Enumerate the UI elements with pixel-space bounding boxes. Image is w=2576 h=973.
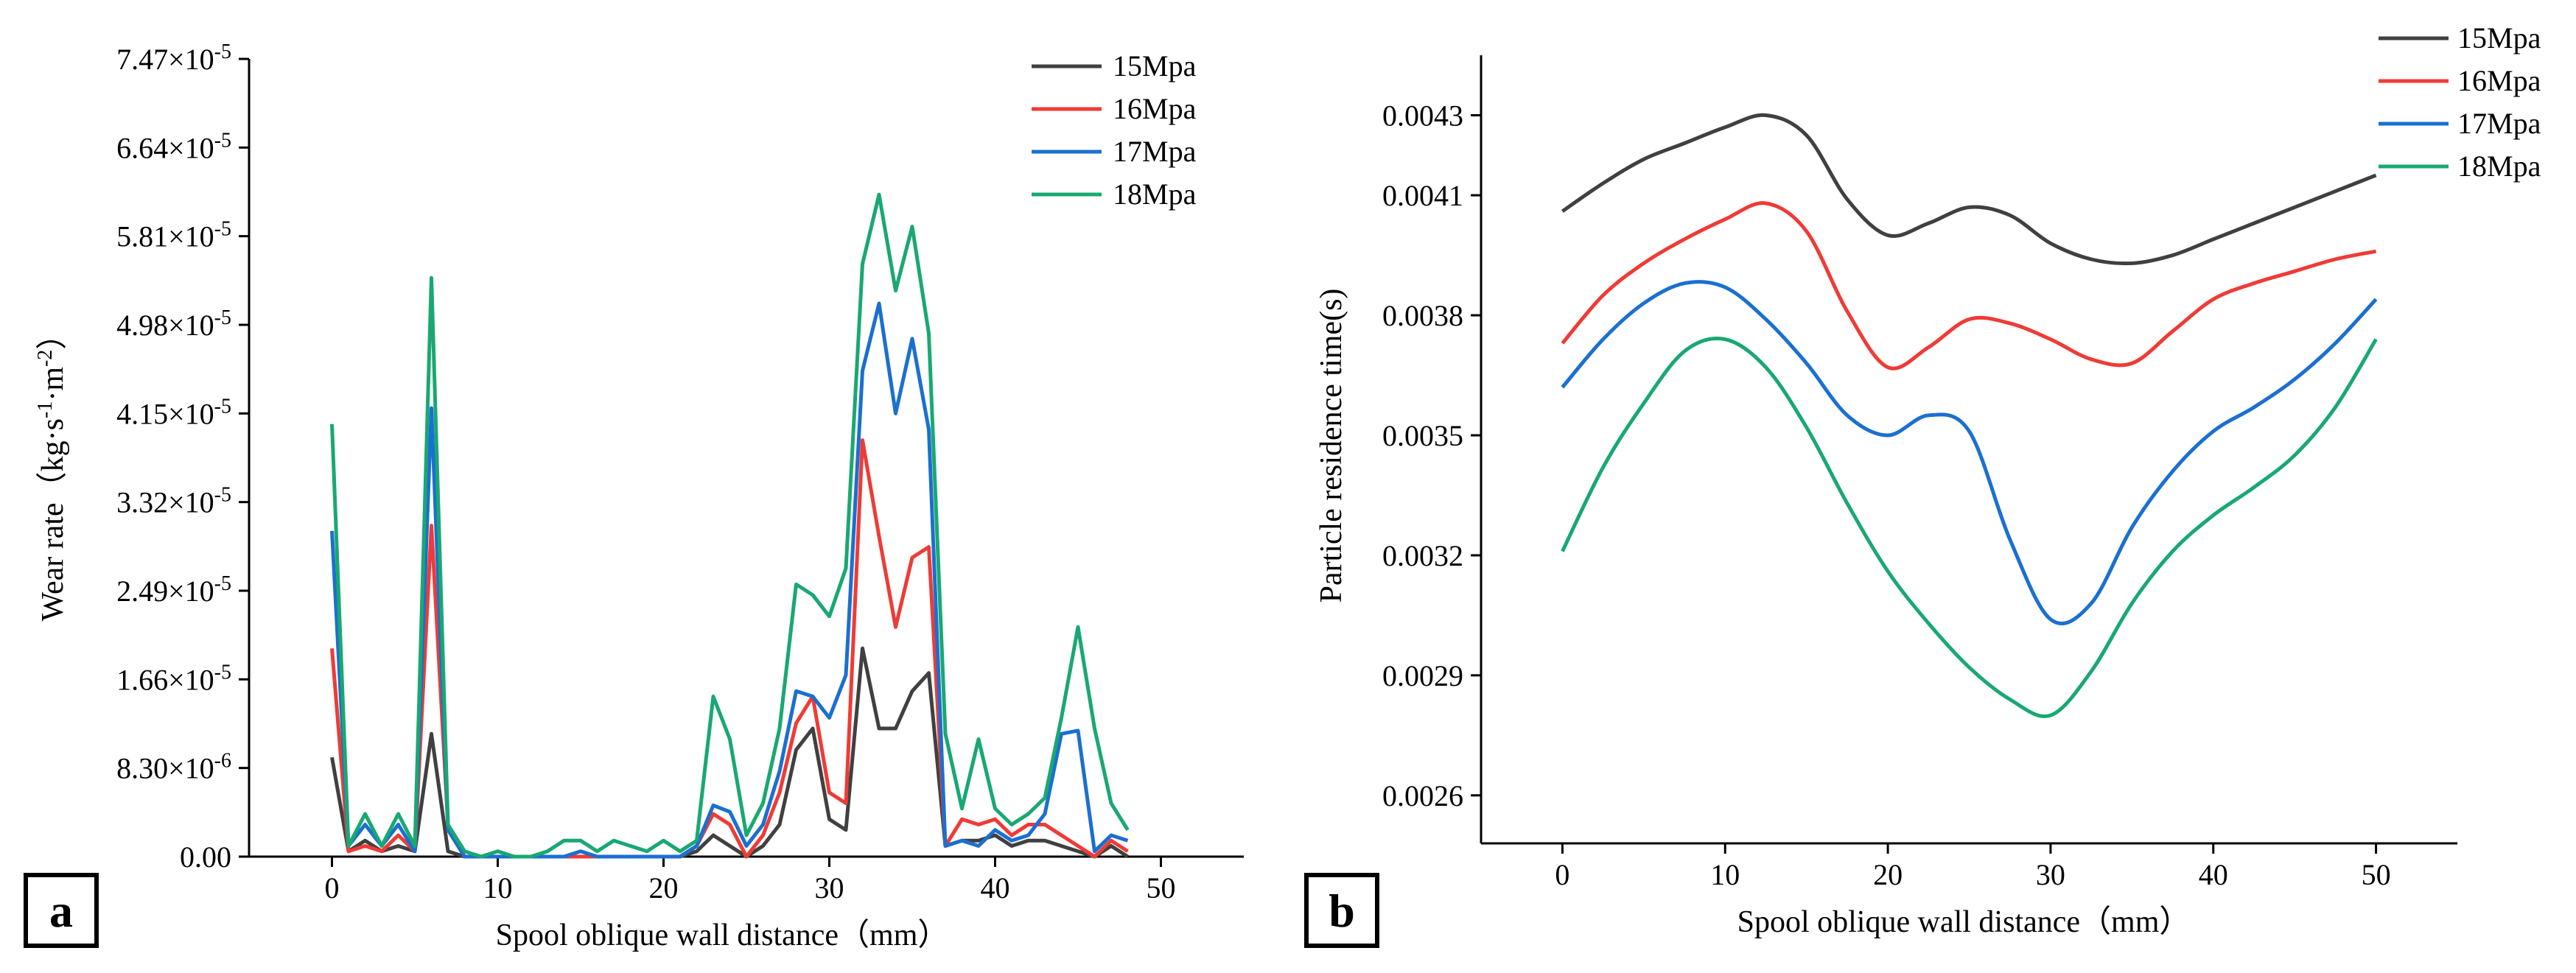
panel-a-y-tick-label: 4.15×10-5: [116, 395, 231, 431]
panel-b-legend-label: 18Mpa: [2457, 150, 2541, 183]
panel-a-x-tick-label: 0: [325, 871, 340, 904]
panel-a-y-tick-label: 2.49×10-5: [116, 572, 231, 608]
panel-a-series: [330, 192, 1130, 859]
panel-b-y-tick-label: 0.0029: [1382, 659, 1463, 692]
panel-b-series: [1561, 113, 2378, 718]
panel-a-x-tick-label: 40: [981, 871, 1010, 904]
panel-b-y-axis-label: Particle residence time(s): [1315, 289, 1348, 603]
panel-a-x-tick-label: 30: [815, 871, 844, 904]
panel-a-label-box: [24, 873, 99, 948]
panel-b-x-tick-label: 40: [2199, 858, 2228, 891]
panel-b-x-tick-label: 50: [2362, 858, 2391, 891]
panel-b-y-tick-label: 0.0043: [1382, 99, 1463, 132]
panel-b-y-tick-label: 0.0035: [1382, 419, 1463, 452]
panel-a-series-line-16mpa: [330, 438, 1129, 859]
panel-b-legend-label: 17Mpa: [2457, 107, 2541, 140]
panel-a-y-tick-label: 1.66×10-5: [116, 661, 231, 697]
panel-b-x-tick-label: 30: [2036, 858, 2065, 891]
panel-a-x-tick-label: 10: [483, 871, 513, 904]
panel-b-legend-label: 16Mpa: [2457, 64, 2541, 97]
panel-b-residence-time-chart: 0 10 20 30 40 50 0.0026 0.0029 0.0032 0.0035 0.003…: [1304, 21, 2541, 948]
panel-b-legend: 15Mpa 16Mpa 17Mpa 18Mpa: [2379, 21, 2541, 183]
panel-a-y-tick-label: 3.32×10-5: [116, 483, 231, 519]
panel-a-legend: 15Mpa 16Mpa 17Mpa 18Mpa: [1032, 49, 1197, 211]
panel-b-y-tick-label: 0.0026: [1382, 779, 1463, 812]
panel-b-y-tick-label: 0.0041: [1382, 179, 1463, 212]
panel-b-series-line-15mpa: [1561, 113, 2377, 266]
panel-a-legend-label: 17Mpa: [1113, 135, 1197, 168]
panel-a-y-tick-label: 8.30×10-6: [116, 749, 231, 785]
panel-b-label: b: [1329, 885, 1355, 937]
panel-a-y-tick-label: 5.81×10-5: [116, 217, 231, 253]
panel-b-x-tick-label: 20: [1873, 858, 1903, 891]
panel-a-y-tick-label: 6.64×10-5: [116, 129, 231, 165]
panel-a-axes: 0 10 20 30 40 50 0.00 8.30×10-6 1.66×10-5 2.49×10…: [116, 41, 1244, 904]
panel-b-x-tick-label: 0: [1555, 858, 1569, 891]
panel-b-series-line-17mpa: [1561, 280, 2378, 625]
panel-a-label: a: [49, 885, 73, 937]
panel-a-legend-label: 16Mpa: [1113, 92, 1197, 125]
panel-a-series-line-18mpa: [330, 192, 1130, 859]
panel-b-series-line-16mpa: [1561, 201, 2377, 370]
panel-a-x-axis-label: Spool oblique wall distance（mm）: [496, 918, 949, 952]
panel-b-legend-label: 15Mpa: [2457, 21, 2541, 55]
panel-a-x-tick-label: 50: [1147, 871, 1176, 904]
panel-b-y-tick-label: 0.0038: [1382, 299, 1463, 332]
panel-b-axes: 0 10 20 30 40 50 0.0026 0.0029 0.0032 0.0035 0.003…: [1382, 55, 2457, 891]
panel-a-legend-label: 18Mpa: [1113, 178, 1197, 211]
panel-a-y-axis-label: Wear rate（kg·s-1·m-2）: [34, 319, 71, 622]
panel-a-legend-label: 15Mpa: [1113, 49, 1197, 82]
panel-a-y-tick-label: 7.47×10-5: [116, 41, 231, 77]
panel-a-y-tick-label: 0.00: [180, 840, 231, 874]
panel-a-series-line-17mpa: [330, 301, 1129, 859]
panel-a-y-tick-label: 4.98×10-5: [116, 306, 231, 343]
panel-b-y-tick-label: 0.0032: [1382, 539, 1463, 572]
panel-a-wear-rate-chart: 0 10 20 30 40 50 0.00 8.30×10-6 1.66×10-5 2.49×10…: [24, 41, 1244, 952]
panel-b-x-tick-label: 10: [1710, 858, 1740, 891]
panel-b-label-box: [1304, 873, 1379, 948]
panel-b-x-axis-label: Spool oblique wall distance（mm）: [1737, 905, 2191, 939]
panel-b-series-line-18mpa: [1561, 337, 2378, 718]
panel-a-x-tick-label: 20: [649, 871, 679, 904]
